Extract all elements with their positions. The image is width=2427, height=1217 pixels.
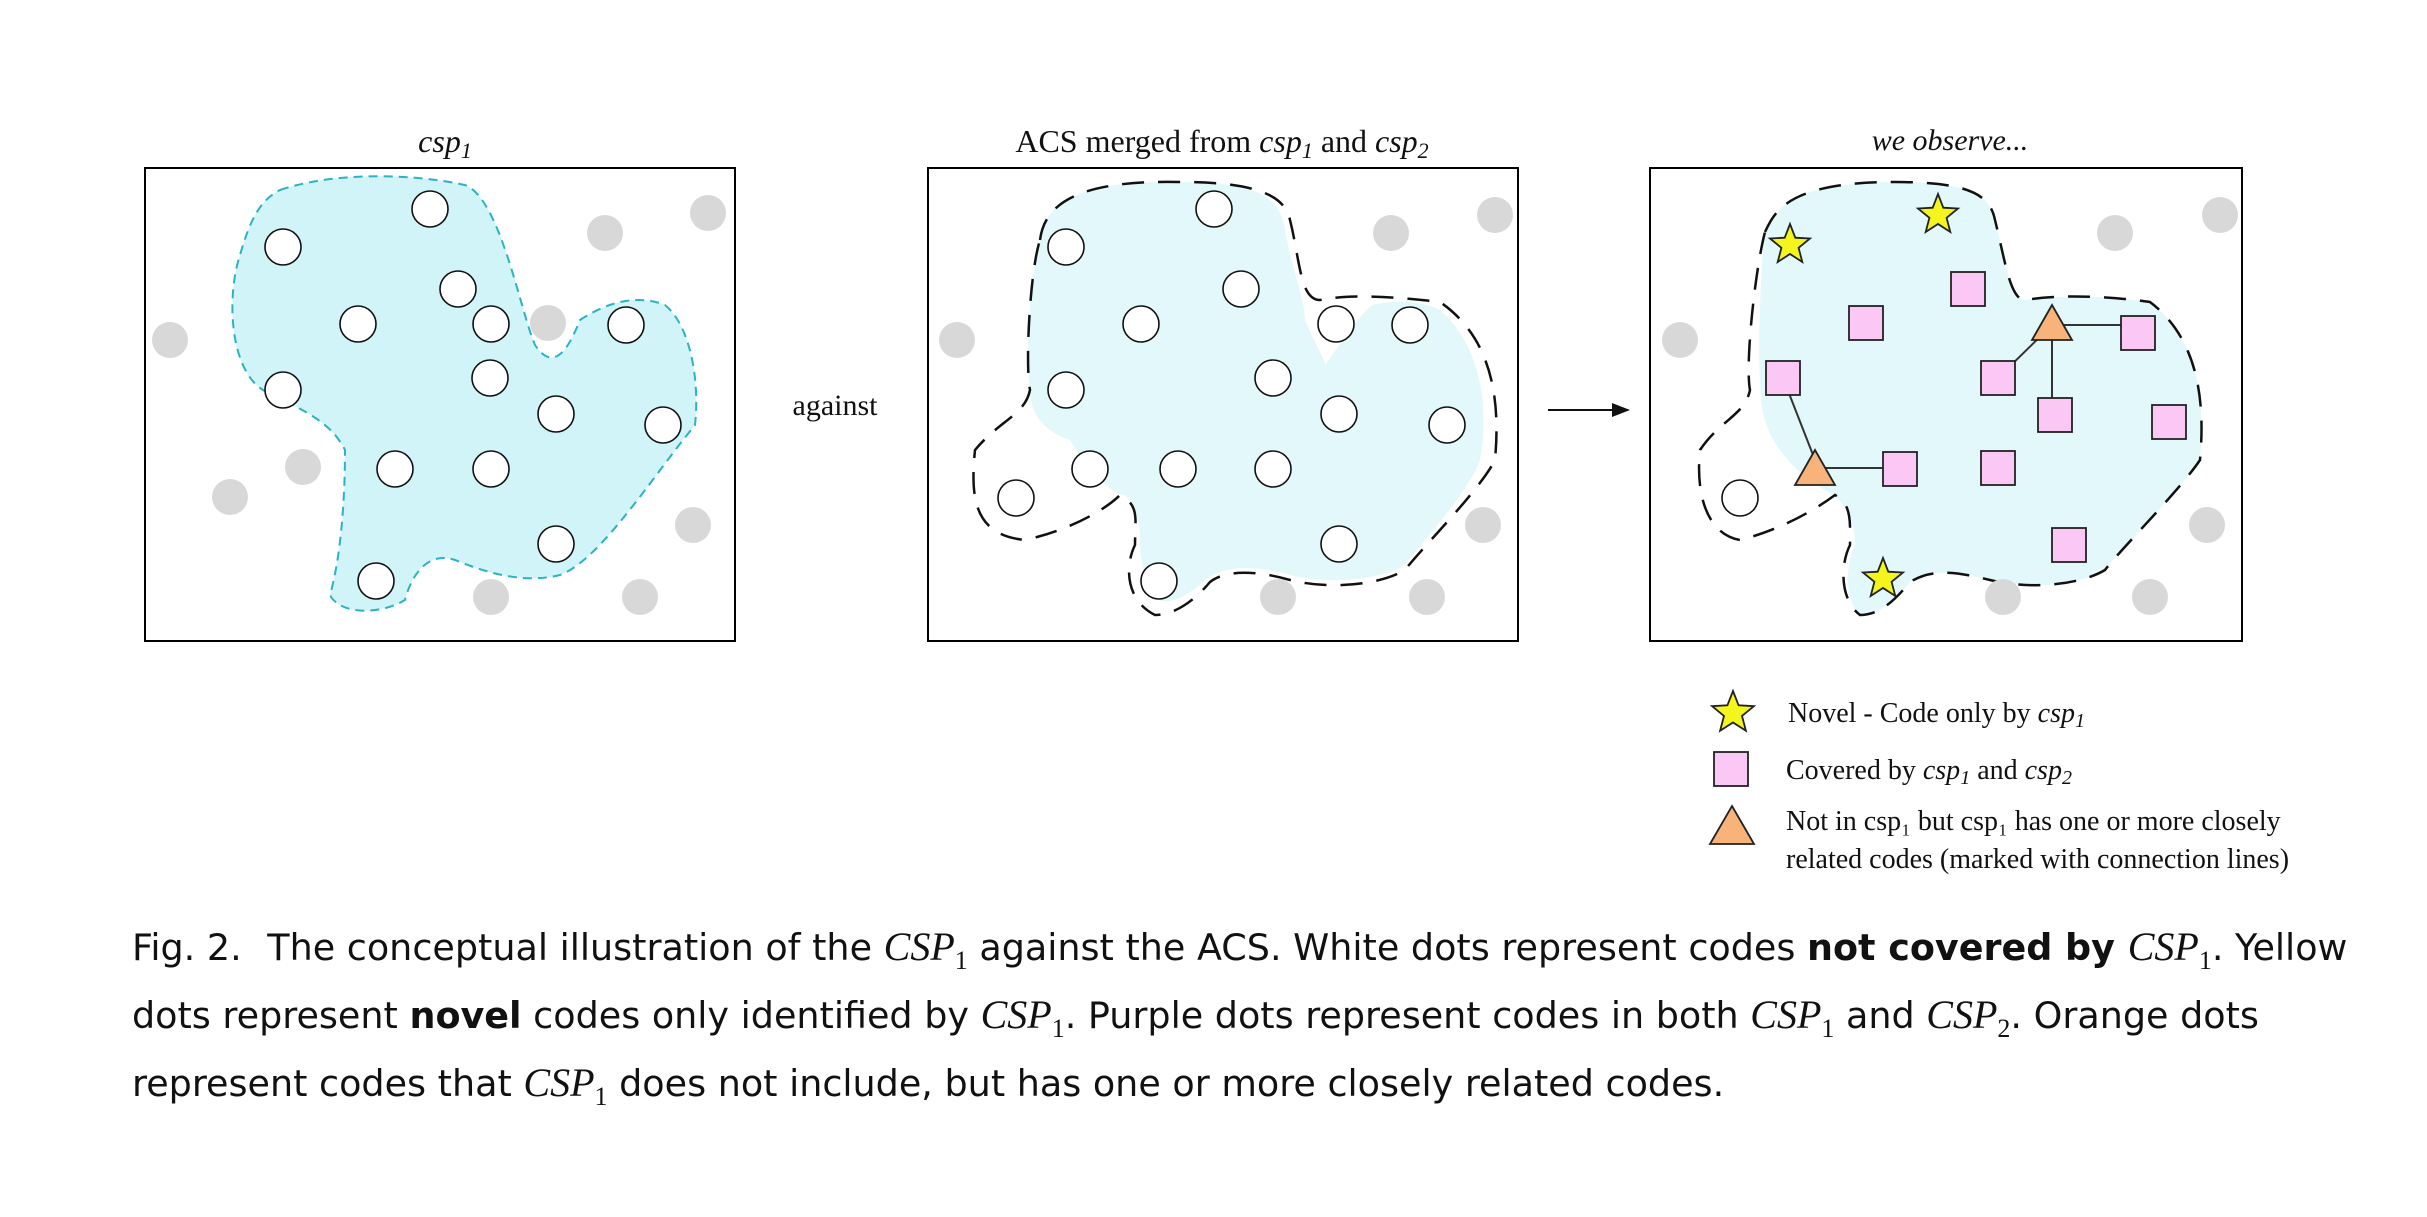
legend-square-icon (1713, 751, 1749, 787)
uncovered-background-dot (530, 305, 566, 341)
uncovered-background-dot (1260, 579, 1296, 615)
legend-novel-label: Novel - Code only by csp1 (1788, 698, 2085, 732)
not-covered-code-dot (1320, 395, 1358, 433)
related-triangles (1793, 303, 2074, 486)
covered-square (2120, 315, 2156, 351)
acs-fill-region (1028, 181, 1484, 602)
uncovered-background-dot (152, 322, 188, 358)
figure-caption: Fig. 2. The conceptual illustration of t… (132, 924, 2348, 1111)
not-covered-code-dot (1254, 450, 1292, 488)
not-covered-code-dot (1428, 406, 1466, 444)
covered-square (2037, 397, 2073, 433)
novel-stars (1767, 191, 1961, 599)
novel-star (1915, 191, 1961, 235)
related-triangle (1793, 448, 1837, 486)
connector-label: against (793, 389, 879, 422)
uncovered-background-dot (1985, 579, 2021, 615)
uncovered-background-dot (675, 507, 711, 543)
uncovered-background-dot (1373, 215, 1409, 251)
covered-square (2051, 527, 2087, 563)
not-covered-code-dot (472, 305, 510, 343)
not-covered-code-dot (264, 371, 302, 409)
uncovered-background-dot (1465, 507, 1501, 543)
not-covered-code-dot (1254, 359, 1292, 397)
uncovered-background-dot (587, 215, 623, 251)
panel-title-3: we observe... (1872, 124, 2029, 157)
panel-frame-3 (1649, 167, 2243, 642)
not-covered-code-dot (537, 525, 575, 563)
panel-frame-2 (927, 167, 1519, 642)
not-covered-code-dot (997, 479, 1035, 517)
legend-covered-label: Covered by csp1 and csp2 (1786, 755, 2072, 789)
uncovered-background-dot (2132, 579, 2168, 615)
not-covered-code-dot (1222, 270, 1260, 308)
panel-frame-1 (144, 167, 736, 642)
not-covered-code-dot (1140, 562, 1178, 600)
covered-square (1950, 271, 1986, 307)
covered-squares (1765, 271, 2187, 563)
not-covered-code-dot (1159, 450, 1197, 488)
panel-title-2: ACS merged from csp1 and csp2 (1015, 123, 1428, 163)
not-covered-code-dot (1122, 305, 1160, 343)
legend-star-icon (1709, 688, 1757, 733)
uncovered-background-dot (2097, 215, 2133, 251)
not-covered-code-dot (439, 270, 477, 308)
covered-square (1882, 451, 1918, 487)
not-covered-code-dot (339, 305, 377, 343)
uncovered-background-dot (690, 195, 726, 231)
not-covered-code-dot (1195, 190, 1233, 228)
uncovered-background-dot (1409, 579, 1445, 615)
uncovered-background-dot (622, 579, 658, 615)
not-covered-code-dot (1320, 525, 1358, 563)
covered-square (1980, 450, 2016, 486)
legend-related-label-line2: related codes (marked with connection li… (1786, 844, 2289, 875)
panel-title-1: csp1 (418, 123, 472, 163)
observed-fill-region (1759, 182, 2202, 615)
uncovered-background-dot (1477, 197, 1513, 233)
novel-star (1860, 555, 1906, 599)
not-covered-code-dot (264, 228, 302, 266)
not-covered-code-dot (1391, 306, 1429, 344)
legend-related-label-line1: Not in csp₁ but csp₁ has one or more clo… (1786, 806, 2281, 837)
uncovered-background-dot (939, 322, 975, 358)
legend-triangle-icon (1708, 804, 1756, 845)
novel-star (1767, 221, 1813, 265)
csp1-region (231, 175, 698, 612)
covered-square (1980, 360, 2016, 396)
uncovered-background-dot (212, 479, 248, 515)
covered-square (1765, 360, 1801, 396)
legend: Novel - Code only by csp1 Covered by csp… (1708, 688, 2289, 875)
not-covered-code-dot (644, 406, 682, 444)
not-covered-code-dot (1047, 228, 1085, 266)
uncovered-background-dot (285, 449, 321, 485)
uncovered-background-dot (2202, 197, 2238, 233)
not-covered-code-dot (1721, 479, 1759, 517)
not-covered-code-dot (472, 450, 510, 488)
not-covered-code-dot (471, 359, 509, 397)
not-covered-code-dot (537, 395, 575, 433)
not-covered-code-dot (411, 190, 449, 228)
uncovered-background-dot (1662, 322, 1698, 358)
not-covered-code-dot (376, 450, 414, 488)
covered-square (2151, 404, 2187, 440)
arrow-head (1612, 403, 1630, 417)
not-covered-code-dot (1047, 371, 1085, 409)
not-covered-code-dot (357, 562, 395, 600)
not-covered-code-dot (607, 306, 645, 344)
related-triangle (2030, 303, 2074, 341)
not-covered-code-dot (1071, 450, 1109, 488)
code-dots (152, 190, 2238, 615)
covered-square (1848, 305, 1884, 341)
uncovered-background-dot (2189, 507, 2225, 543)
not-covered-code-dot (1317, 305, 1355, 343)
uncovered-background-dot (473, 579, 509, 615)
